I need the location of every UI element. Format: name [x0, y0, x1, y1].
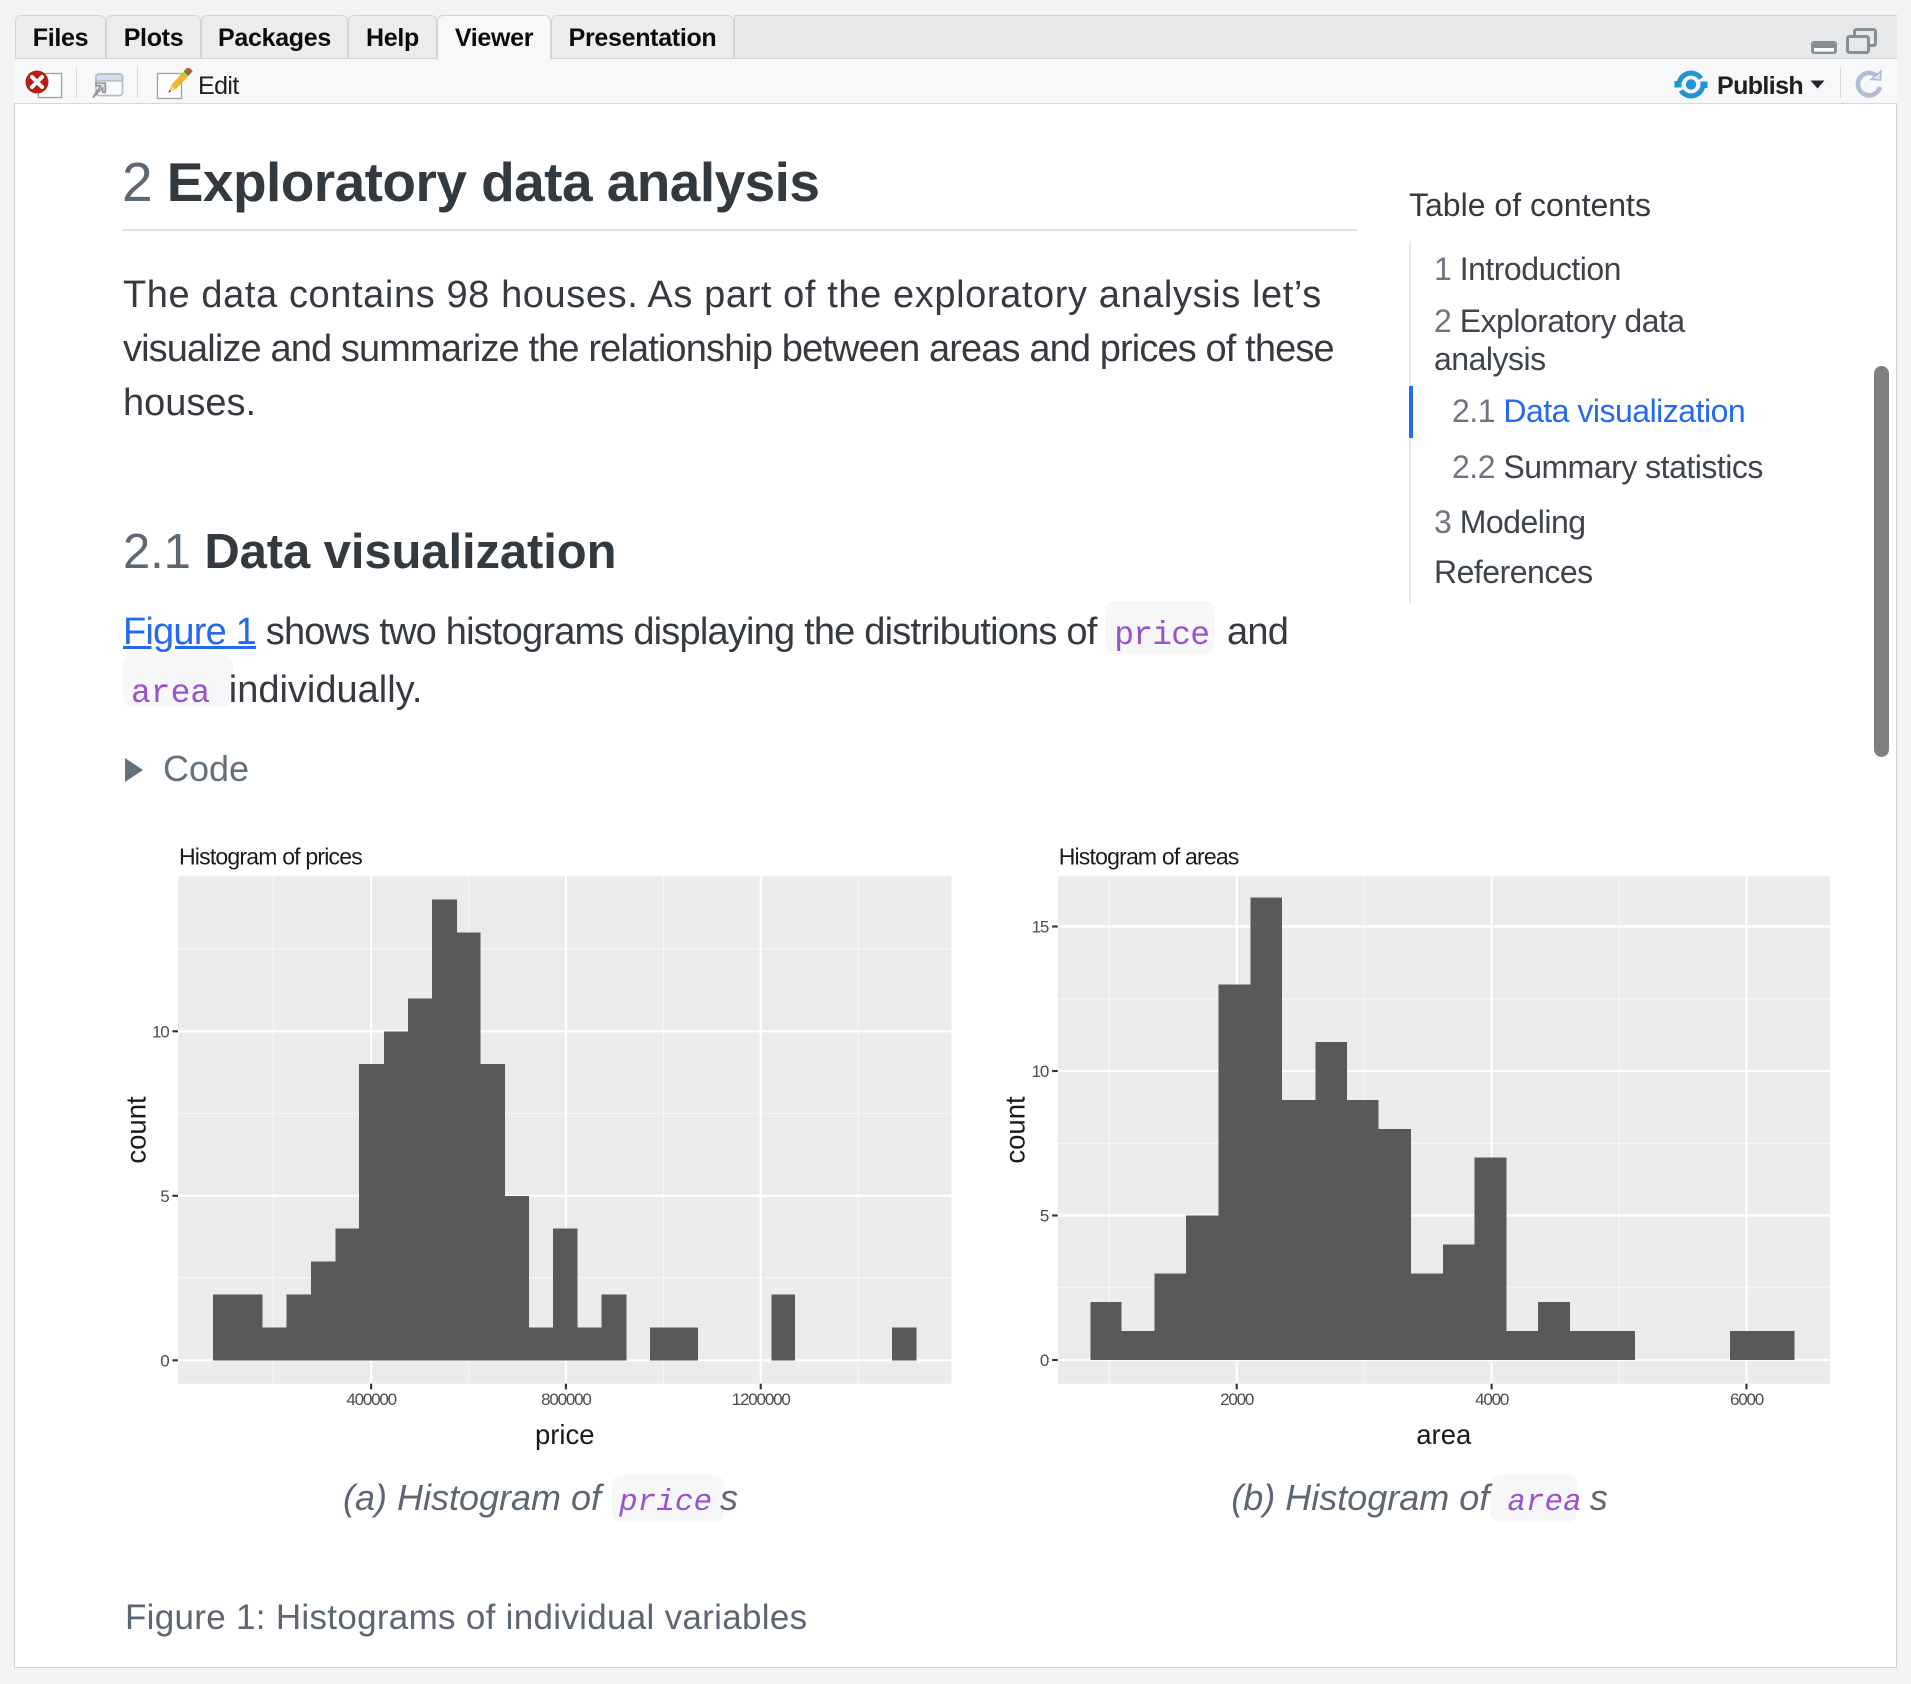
svg-text:Histogram of areas: Histogram of areas: [1059, 844, 1239, 870]
svg-text:0: 0: [1040, 1351, 1049, 1370]
svg-text:price: price: [535, 1419, 595, 1450]
svg-text:count: count: [121, 1096, 152, 1164]
svg-text:1200000: 1200000: [732, 1390, 791, 1409]
svg-text:0: 0: [160, 1352, 169, 1371]
svg-text:5: 5: [1040, 1207, 1049, 1226]
svg-text:area: area: [1416, 1419, 1472, 1450]
svg-text:800000: 800000: [541, 1390, 591, 1409]
svg-text:5: 5: [160, 1187, 169, 1206]
svg-text:6000: 6000: [1730, 1390, 1764, 1409]
svg-text:2000: 2000: [1220, 1390, 1254, 1409]
svg-text:10: 10: [1032, 1062, 1049, 1081]
svg-text:4000: 4000: [1475, 1390, 1509, 1409]
svg-text:10: 10: [152, 1023, 169, 1042]
svg-text:400000: 400000: [346, 1390, 396, 1409]
svg-text:count: count: [1000, 1096, 1031, 1164]
svg-text:15: 15: [1032, 918, 1049, 937]
svg-text:Histogram of prices: Histogram of prices: [179, 844, 362, 870]
